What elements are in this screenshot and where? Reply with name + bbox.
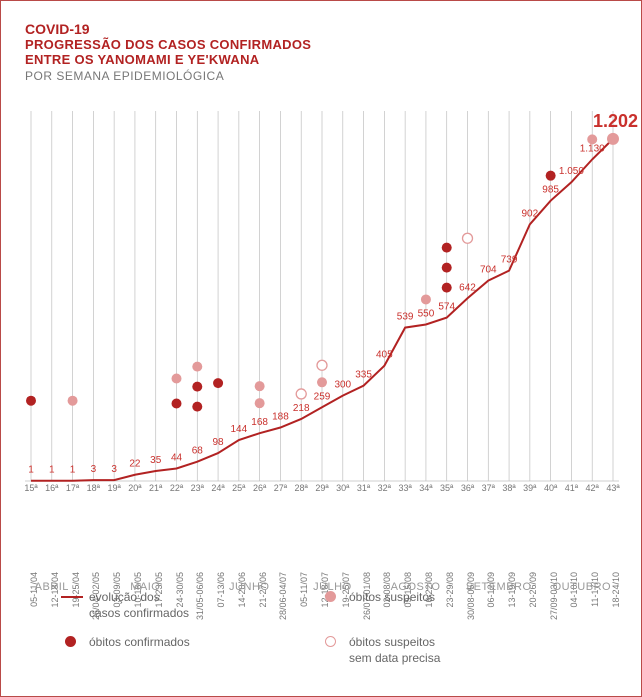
week-label: 41ª [565,483,578,493]
title-covid: COVID-19 [25,21,617,37]
legend-item-evolution: evolução doscasos confirmados [61,589,321,621]
svg-text:902: 902 [522,208,539,219]
week-label: 22ª [170,483,183,493]
plot-area: 1 1 1 3 3 22 35 44 68 98 144168 188 218 259300 335 405 5… [25,111,619,481]
svg-text:98: 98 [213,437,225,448]
week-label: 17ª [66,483,79,493]
week-label: 16ª [45,483,58,493]
week-label: 28ª [295,483,308,493]
legend-text-confirmed-deaths: óbitos confirmados [89,634,190,650]
chart-container: COVID-19 PROGRESSÃO DOS CASOS CONFIRMADO… [0,0,642,697]
week-axis: 15ª 16ª 17ª 18ª 19ª 20ª 21ª 22ª 23ª 24ª 25ª 26ª 27ª 2… [25,483,619,505]
week-label: 30ª [336,483,349,493]
hollow-dot-icon [321,634,349,654]
svg-text:1: 1 [70,465,76,476]
svg-text:168: 168 [251,417,268,428]
svg-text:218: 218 [293,403,310,414]
legend-text-suspected: óbitos suspeitos [349,589,435,605]
week-label: 15ª [24,483,37,493]
svg-text:259: 259 [314,391,331,402]
week-label: 26ª [253,483,266,493]
legend-item-suspected: óbitos suspeitos [321,589,581,609]
titles-block: COVID-19 PROGRESSÃO DOS CASOS CONFIRMADO… [25,21,617,83]
week-label: 19ª [107,483,120,493]
legend-text-suspected-nodate: óbitos suspeitossem data precisa [349,634,440,666]
week-label: 21ª [149,483,162,493]
svg-text:642: 642 [459,282,476,293]
week-label: 27ª [274,483,287,493]
week-label: 43ª [606,483,619,493]
svg-text:35: 35 [150,455,162,466]
week-label: 18ª [87,483,100,493]
subtitle: POR SEMANA EPIDEMIOLÓGICA [25,69,617,83]
svg-text:704: 704 [480,265,497,276]
legend-item-confirmed-deaths: óbitos confirmados [61,634,321,654]
week-label: 25ª [232,483,245,493]
svg-text:739: 739 [501,255,518,266]
title-line2: ENTRE OS YANOMAMI E YE'KWANA [25,52,617,67]
svg-text:1.130: 1.130 [580,143,605,154]
svg-text:1: 1 [28,465,34,476]
svg-text:1.050: 1.050 [559,166,584,177]
title-line1: PROGRESSÃO DOS CASOS CONFIRMADOS [25,37,617,52]
svg-text:335: 335 [355,370,372,381]
week-label: 32ª [378,483,391,493]
svg-text:144: 144 [231,424,248,435]
week-label: 40ª [544,483,557,493]
svg-text:3: 3 [111,464,117,475]
svg-text:22: 22 [129,459,141,470]
svg-text:405: 405 [376,350,393,361]
week-label: 35ª [440,483,453,493]
svg-text:68: 68 [192,446,204,457]
legend-item-suspected-nodate: óbitos suspeitossem data precisa [321,634,581,666]
final-value-label: 1.202 [593,111,638,132]
week-label: 36ª [461,483,474,493]
week-label: 39ª [523,483,536,493]
week-label: 33ª [398,483,411,493]
week-label: 29ª [315,483,328,493]
pink-dot-icon [321,589,349,609]
week-label: 20ª [128,483,141,493]
svg-text:985: 985 [542,185,559,196]
week-label: 38ª [502,483,515,493]
svg-text:3: 3 [91,464,97,475]
svg-text:550: 550 [418,308,435,319]
week-label: 42ª [586,483,599,493]
svg-text:188: 188 [272,411,289,422]
week-label: 34ª [419,483,432,493]
svg-text:300: 300 [334,380,351,391]
line-icon [61,589,89,609]
date-axis: 05-11/0412-18/0419-25/0426/04-02/0503-09… [25,505,619,575]
svg-text:574: 574 [438,302,455,313]
svg-text:539: 539 [397,312,414,323]
svg-text:44: 44 [171,452,183,463]
week-label: 31ª [357,483,370,493]
week-label: 24ª [211,483,224,493]
week-label: 37ª [482,483,495,493]
legend: evolução doscasos confirmados óbitos sus… [61,589,621,678]
legend-text-evolution: evolução doscasos confirmados [89,589,189,621]
red-dot-icon [61,634,89,654]
week-label: 23ª [191,483,204,493]
svg-text:1: 1 [49,465,55,476]
